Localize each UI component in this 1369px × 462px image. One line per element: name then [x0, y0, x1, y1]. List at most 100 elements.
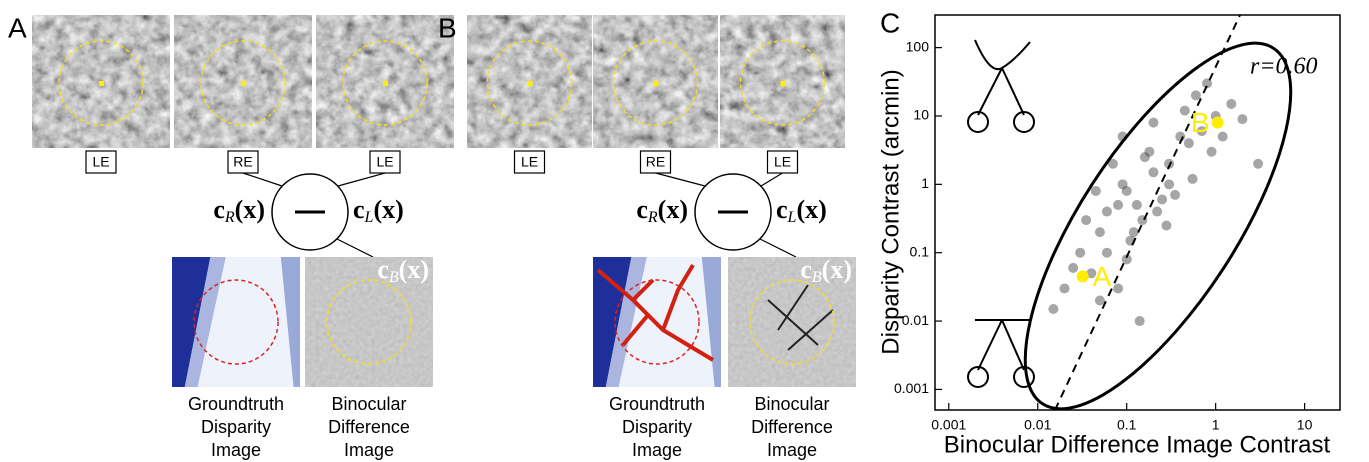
fixation-point — [528, 81, 533, 86]
figure: ALERELE—cR(x)cL(x)cB(x)GroundtruthDispar… — [0, 0, 1369, 462]
highlight-label: B — [1191, 107, 1210, 138]
connector — [761, 173, 783, 186]
highlight-label: A — [1093, 261, 1112, 292]
scatter-point — [1161, 220, 1171, 230]
term-subscript: L — [787, 209, 797, 226]
caption-line: Image — [211, 440, 261, 460]
scatter-point — [1184, 138, 1194, 148]
panel-letter: A — [8, 12, 27, 43]
term-base: c — [353, 195, 365, 224]
scatter-point — [1218, 132, 1228, 142]
eye-label: LE — [521, 154, 538, 170]
scatter-point — [1237, 114, 1247, 124]
connector — [760, 239, 796, 257]
term-argument: (x) — [235, 195, 265, 224]
y-tick-label: 10 — [913, 107, 929, 123]
term-base: c — [213, 195, 225, 224]
caption-line: Difference — [751, 417, 833, 437]
scatter-point — [1129, 227, 1139, 237]
term-argument: (x) — [822, 255, 852, 284]
caption-line: Binocular — [331, 394, 406, 414]
scatter-point — [1095, 295, 1105, 305]
scatter-point — [1253, 159, 1263, 169]
math-term: cL(x) — [776, 195, 827, 226]
caption-line: Groundtruth — [609, 394, 705, 414]
caption-line: Binocular — [754, 394, 829, 414]
term-subscript: L — [364, 209, 374, 226]
page: ALERELE—cR(x)cL(x)cB(x)GroundtruthDispar… — [0, 0, 1369, 462]
x-axis-label: Binocular Difference Image Contrast — [944, 431, 1331, 458]
scatter-point — [1175, 132, 1185, 142]
eye-label: RE — [233, 154, 252, 170]
scatter-point — [1102, 207, 1112, 217]
scatter-point — [1191, 90, 1201, 100]
connector — [337, 239, 373, 257]
scatter-point — [1135, 316, 1145, 326]
math-term: cL(x) — [353, 195, 404, 226]
scatter-point — [1091, 186, 1101, 196]
scatter-point — [1152, 207, 1162, 217]
operator: — — [295, 194, 325, 227]
correlation-annotation: r=0.60 — [1250, 54, 1318, 80]
curved-surface-icon — [968, 40, 1034, 132]
caption-line: Disparity — [201, 417, 271, 437]
eye-label: RE — [646, 154, 665, 170]
y-tick-label: 100 — [906, 38, 930, 54]
term-subscript: B — [812, 269, 822, 286]
scatter-point — [1081, 215, 1091, 225]
scatter-point — [1180, 106, 1190, 116]
x-tick-label: 0.1 — [1117, 417, 1137, 433]
scatter-point — [1060, 283, 1070, 293]
term-argument: (x) — [796, 195, 826, 224]
fixation-point — [654, 81, 659, 86]
scatter-point — [1113, 283, 1123, 293]
caption-line: Groundtruth — [188, 394, 284, 414]
fixation-point — [781, 81, 786, 86]
term-base: c — [800, 255, 812, 284]
eye-label: LE — [376, 154, 393, 170]
scatter-point — [1148, 167, 1158, 177]
scatter-point — [1148, 118, 1158, 128]
term-subscript: R — [647, 209, 658, 226]
caption-line: Difference — [328, 417, 410, 437]
fixation-point — [99, 81, 104, 86]
x-tick-label: 0.01 — [1024, 417, 1051, 433]
fit-line — [1055, 15, 1240, 410]
connector — [656, 173, 706, 186]
caption-line: Image — [767, 440, 817, 460]
scatter-point — [1048, 304, 1058, 314]
y-tick-label: 1 — [921, 175, 929, 191]
y-tick-label: 0.01 — [902, 312, 929, 328]
eye-label: LE — [774, 154, 791, 170]
scatter-point — [1118, 179, 1128, 189]
math-term: cB(x) — [800, 255, 852, 286]
scatter-chart: C r=0.60 Binocular Difference Image Cont… — [877, 6, 1340, 459]
scatter-point — [1164, 179, 1174, 189]
operator: — — [718, 194, 748, 227]
term-base: c — [636, 195, 648, 224]
scatter-point — [1102, 248, 1112, 258]
term-base: c — [377, 255, 389, 284]
math-term: cR(x) — [213, 195, 265, 226]
scatter-point — [1188, 174, 1198, 184]
term-subscript: B — [389, 269, 399, 286]
scatter-point — [1207, 147, 1217, 157]
x-tick-label: 1 — [1212, 417, 1220, 433]
connector — [243, 173, 282, 186]
scatter-point — [1140, 152, 1150, 162]
caption-line: Disparity — [622, 417, 692, 437]
fixation-point — [383, 81, 388, 86]
x-tick-label: 10 — [1297, 417, 1313, 433]
term-subscript: R — [224, 209, 235, 226]
y-tick-label: 0.1 — [910, 243, 930, 259]
caption-line: Image — [344, 440, 394, 460]
scatter-point — [1132, 200, 1142, 210]
scatter-point — [1226, 99, 1236, 109]
highlight-point — [1077, 270, 1089, 282]
math-term: cR(x) — [636, 195, 688, 226]
y-tick-label: 0.001 — [894, 380, 929, 396]
caption-line: Image — [632, 440, 682, 460]
y-axis-label: Disparity Contrast (arcmin) — [877, 69, 904, 354]
fixation-point — [241, 81, 246, 86]
